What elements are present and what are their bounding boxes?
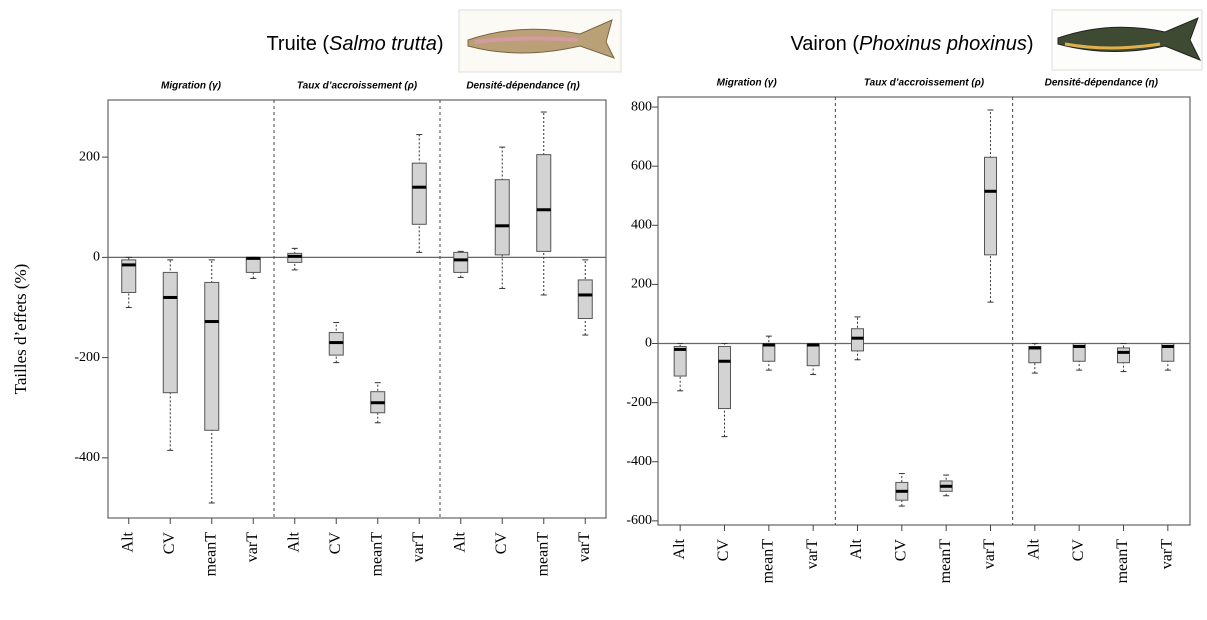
y-tick-label: 600	[631, 158, 652, 173]
box	[851, 328, 864, 352]
box	[162, 271, 178, 394]
title-text: Vairon (	[790, 33, 859, 55]
group-label: Densité-dépendance (η)	[1045, 78, 1159, 89]
x-tick-label: Alt	[848, 538, 865, 559]
x-tick-label: meanT	[1114, 539, 1131, 584]
box	[494, 179, 510, 256]
x-tick-label: CV	[493, 532, 510, 555]
y-tick-label: -200	[626, 395, 652, 410]
x-tick-label: meanT	[760, 539, 777, 584]
box	[121, 259, 137, 293]
x-tick-label: varT	[1159, 539, 1176, 569]
x-tick-label: CV	[1070, 539, 1087, 562]
y-tick-label: 200	[631, 277, 652, 292]
x-tick-label: varT	[981, 539, 998, 569]
group-label: Migration (γ)	[717, 78, 778, 89]
x-tick-label: meanT	[202, 532, 219, 577]
plot-frame	[657, 96, 1191, 526]
y-tick-label: -600	[626, 513, 652, 528]
box	[287, 252, 303, 263]
box	[577, 279, 593, 320]
x-tick-label: varT	[410, 532, 427, 562]
box	[411, 162, 427, 225]
x-tick-label: Alt	[671, 538, 688, 559]
y-tick-label: 800	[631, 99, 652, 114]
group-label: Taux d’accroissement (ρ)	[297, 81, 418, 92]
x-tick-label: CV	[715, 539, 732, 562]
y-tick-label: 0	[93, 250, 100, 265]
x-tick-label: varT	[244, 532, 261, 562]
x-tick-label: Alt	[285, 531, 302, 552]
x-tick-label: meanT	[368, 532, 385, 577]
title-text: Truite (	[266, 33, 329, 55]
box	[984, 156, 997, 256]
x-tick-label: CV	[161, 532, 178, 555]
x-tick-label: meanT	[534, 532, 551, 577]
y-axis-label: Tailles d’effets (%)	[11, 264, 30, 395]
box	[806, 343, 820, 367]
title-text: )	[437, 33, 444, 55]
group-label: Migration (γ)	[161, 81, 222, 92]
box	[204, 281, 220, 431]
box	[536, 154, 552, 252]
minnow-image	[1051, 9, 1203, 71]
x-tick-label: CV	[327, 532, 344, 555]
title-text: )	[1027, 33, 1034, 55]
y-tick-label: -200	[74, 350, 100, 365]
x-tick-label: varT	[576, 532, 593, 562]
box	[718, 345, 731, 410]
y-tick-label: 200	[79, 149, 100, 164]
y-tick-label: -400	[626, 454, 652, 469]
x-tick-label: Alt	[1026, 538, 1043, 559]
title-latin: Phoxinus phoxinus	[859, 33, 1027, 55]
group-label: Taux d’accroissement (ρ)	[864, 78, 985, 89]
x-tick-label: CV	[893, 539, 910, 562]
y-tick-label: 0	[645, 336, 652, 351]
title-latin: Salmo trutta	[329, 33, 437, 55]
x-tick-label: meanT	[937, 539, 954, 584]
box	[453, 251, 469, 273]
x-tick-label: Alt	[119, 531, 136, 552]
group-label: Densité-dépendance (η)	[466, 81, 580, 92]
chart-title: Vairon (Phoxinus phoxinus)	[790, 33, 1033, 55]
chart-title: Truite (Salmo trutta)	[266, 33, 443, 55]
box	[1117, 347, 1130, 364]
x-tick-label: Alt	[451, 531, 468, 552]
box	[673, 345, 687, 377]
x-tick-label: varT	[804, 539, 821, 569]
plot-frame	[107, 99, 607, 519]
trout-image	[458, 9, 622, 73]
y-tick-label: 400	[631, 218, 652, 233]
y-tick-label: -400	[74, 450, 100, 465]
